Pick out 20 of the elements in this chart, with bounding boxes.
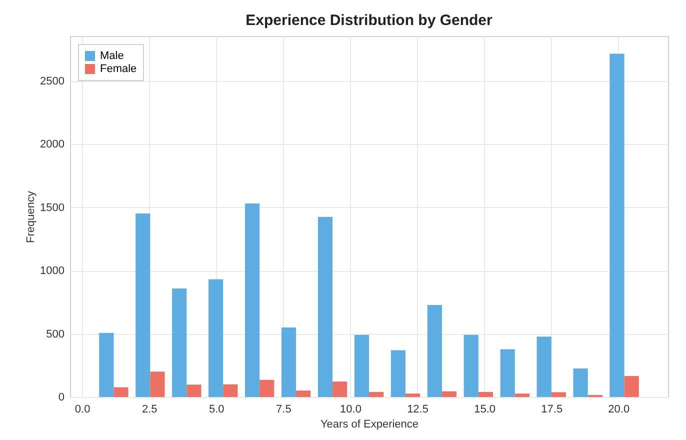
x-tick-label: 2.5 [142, 404, 158, 416]
y-tick-label: 2000 [40, 138, 64, 151]
x-tick-label: 5.0 [209, 404, 224, 416]
x-tick-label: 7.5 [276, 404, 292, 416]
legend-label: Female [100, 63, 137, 75]
chart-title: Experience Distribution by Gender [246, 12, 493, 29]
y-tick-label: 500 [46, 328, 64, 340]
y-tick-label: 0 [58, 392, 64, 404]
y-tick-label: 2500 [40, 76, 64, 88]
x-tick-label: 0.0 [74, 404, 90, 416]
y-tick-label: 1000 [40, 265, 64, 278]
x-tick-label: 20.0 [608, 404, 630, 416]
x-tick-label: 12.5 [407, 404, 428, 416]
x-tick-label: 15.0 [474, 404, 496, 416]
legend-label: Male [100, 50, 124, 62]
x-tick-label: 17.5 [541, 404, 563, 416]
y-tick-label: 1500 [40, 202, 64, 214]
x-axis-title: Years of Experience [320, 418, 419, 430]
y-axis-title: Frequency [25, 190, 38, 243]
x-tick-label: 10.0 [340, 404, 362, 416]
